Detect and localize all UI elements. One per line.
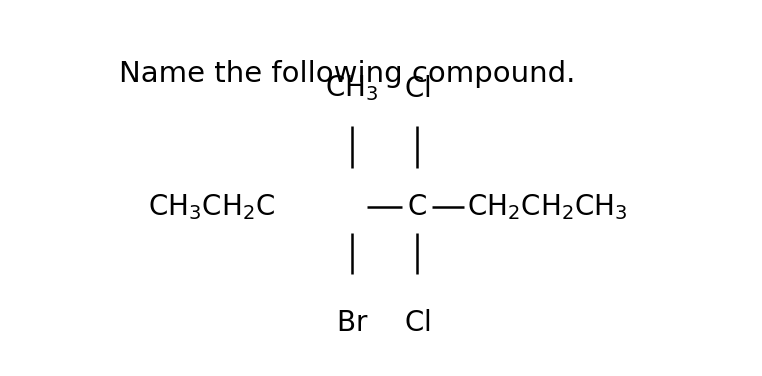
Text: $\mathregular{C}$: $\mathregular{C}$	[407, 193, 427, 221]
Text: $\mathregular{Cl}$: $\mathregular{Cl}$	[404, 309, 431, 337]
Text: $\mathregular{CH_3}$: $\mathregular{CH_3}$	[325, 73, 379, 103]
Text: Name the following compound.: Name the following compound.	[119, 60, 575, 88]
Text: $\mathregular{CH_2CH_2CH_3}$: $\mathregular{CH_2CH_2CH_3}$	[467, 193, 628, 222]
Text: $\mathregular{CH_3CH_2C}$: $\mathregular{CH_3CH_2C}$	[149, 193, 276, 222]
Text: $\mathregular{Cl}$: $\mathregular{Cl}$	[404, 75, 431, 103]
Text: $\mathregular{Br}$: $\mathregular{Br}$	[336, 309, 368, 337]
